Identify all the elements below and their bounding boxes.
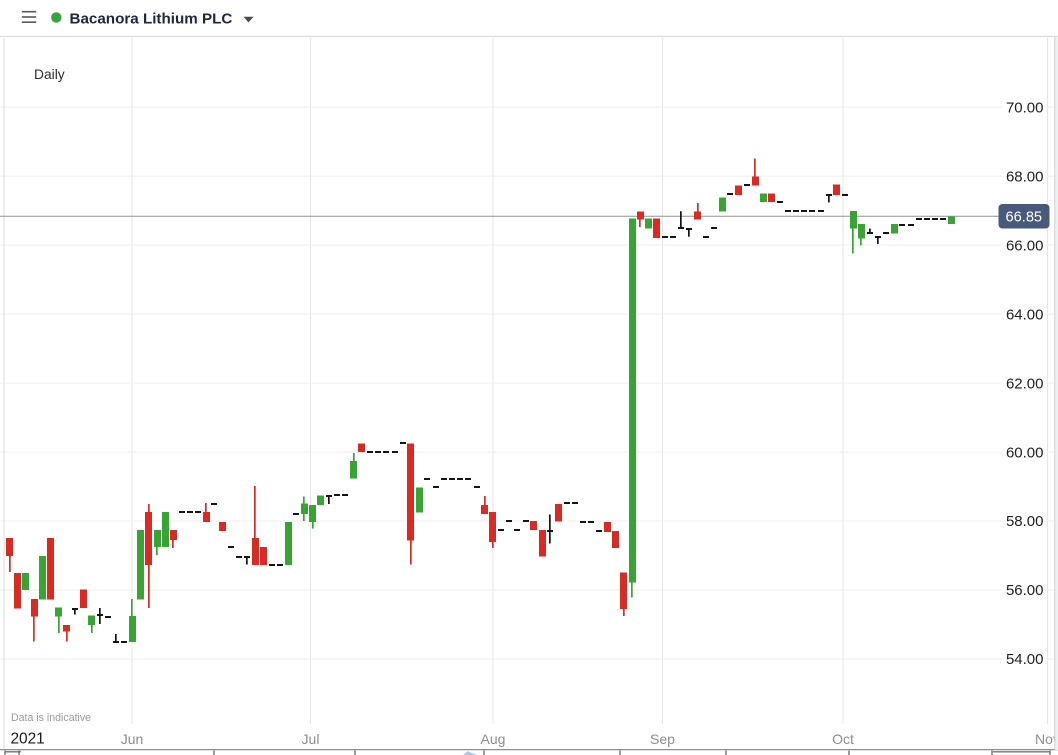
svg-text:Bacanora Lithium PLC: Bacanora Lithium PLC — [70, 11, 233, 28]
svg-text:66.00: 66.00 — [1006, 237, 1044, 254]
svg-text:60.00: 60.00 — [1006, 444, 1044, 461]
svg-text:Jul: Jul — [302, 731, 320, 747]
svg-text:70.00: 70.00 — [1006, 99, 1044, 116]
svg-text:62.00: 62.00 — [1006, 375, 1044, 392]
svg-text:64.00: 64.00 — [1006, 306, 1044, 323]
svg-text:Oct: Oct — [832, 731, 854, 747]
svg-text:56.00: 56.00 — [1006, 582, 1044, 599]
svg-text:58.00: 58.00 — [1006, 513, 1044, 530]
svg-text:Nov: Nov — [1035, 731, 1058, 747]
svg-text:Daily: Daily — [34, 67, 65, 82]
svg-text:54.00: 54.00 — [1006, 651, 1044, 668]
svg-text:Jun: Jun — [121, 731, 144, 747]
svg-text:Aug: Aug — [481, 731, 506, 747]
svg-text:Data is indicative: Data is indicative — [11, 712, 91, 724]
svg-text:68.00: 68.00 — [1006, 168, 1044, 185]
svg-text:66.85: 66.85 — [1006, 209, 1043, 225]
svg-text:2021: 2021 — [11, 731, 45, 748]
svg-text:Sep: Sep — [650, 731, 675, 747]
